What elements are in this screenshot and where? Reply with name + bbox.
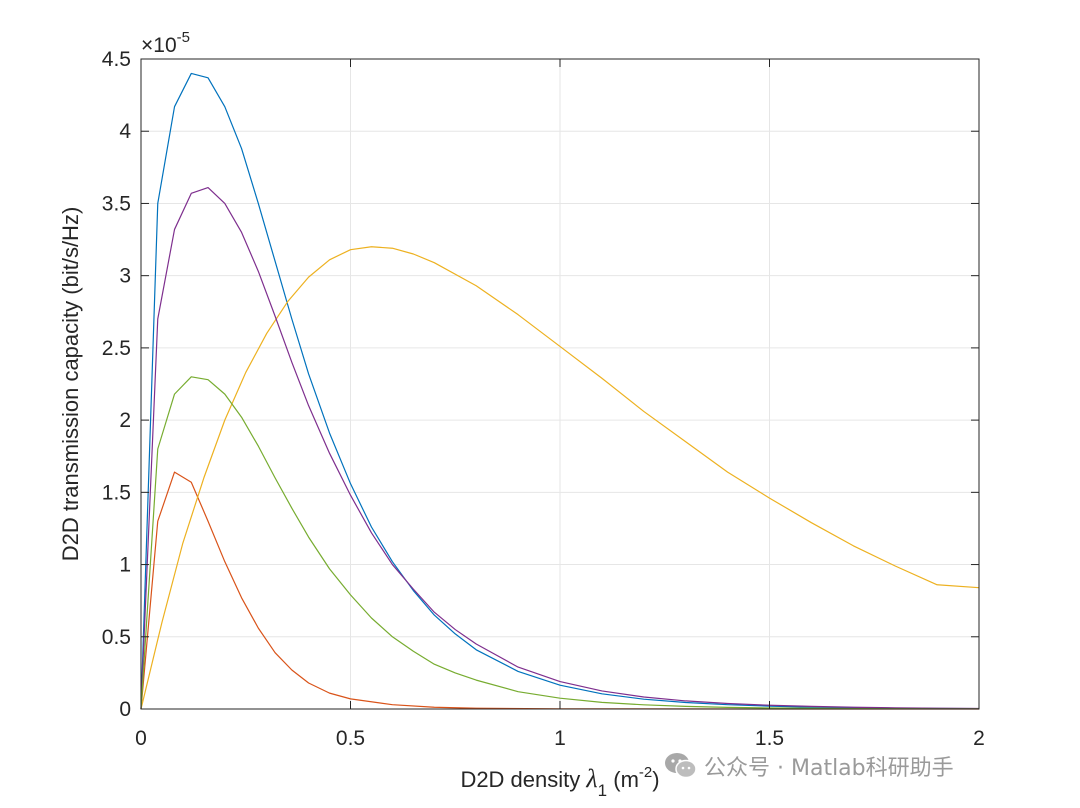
x-tick-labels: 0 0.5 1 1.5 2 [135, 727, 985, 750]
x-ticks [140, 59, 980, 709]
watermark: 公众号 · Matlab科研助手 [664, 748, 954, 784]
x-tick-label: 1 [554, 727, 566, 750]
x-tick-label: 0 [135, 727, 147, 750]
y-tick-label: 1.5 [102, 481, 131, 504]
x-tick-label: 1.5 [755, 727, 784, 750]
y-tick-label: 0 [119, 698, 131, 721]
series-line-3 [140, 246, 980, 710]
watermark-text: 公众号 · Matlab科研助手 [704, 756, 954, 781]
y-ticks [141, 58, 979, 710]
series-line-2 [140, 471, 979, 710]
y-tick-label: 0.5 [102, 626, 131, 649]
y-tick-label: 2.5 [102, 337, 131, 360]
y-tick-label: 2 [119, 409, 131, 432]
x-tick-label: 0.5 [336, 727, 365, 750]
y-tick-label: 3 [119, 265, 131, 288]
y-tick-label: 4.5 [102, 48, 131, 71]
x-axis-label: D2D density λ1 (m-2) [460, 764, 659, 800]
y-tick-label: 4 [119, 120, 131, 143]
y-tick-labels: 0 0.5 1 1.5 2 2.5 3 3.5 4 4.5 [102, 48, 132, 721]
y-axis-label: D2D transmission capacity (bit/s/Hz) [58, 207, 83, 562]
y-tick-label: 3.5 [102, 192, 131, 215]
x-tick-label: 2 [973, 727, 985, 750]
y-exponent-label: ×10-5 [141, 29, 190, 57]
y-tick-label: 1 [119, 554, 131, 577]
wechat-icon [665, 753, 697, 779]
